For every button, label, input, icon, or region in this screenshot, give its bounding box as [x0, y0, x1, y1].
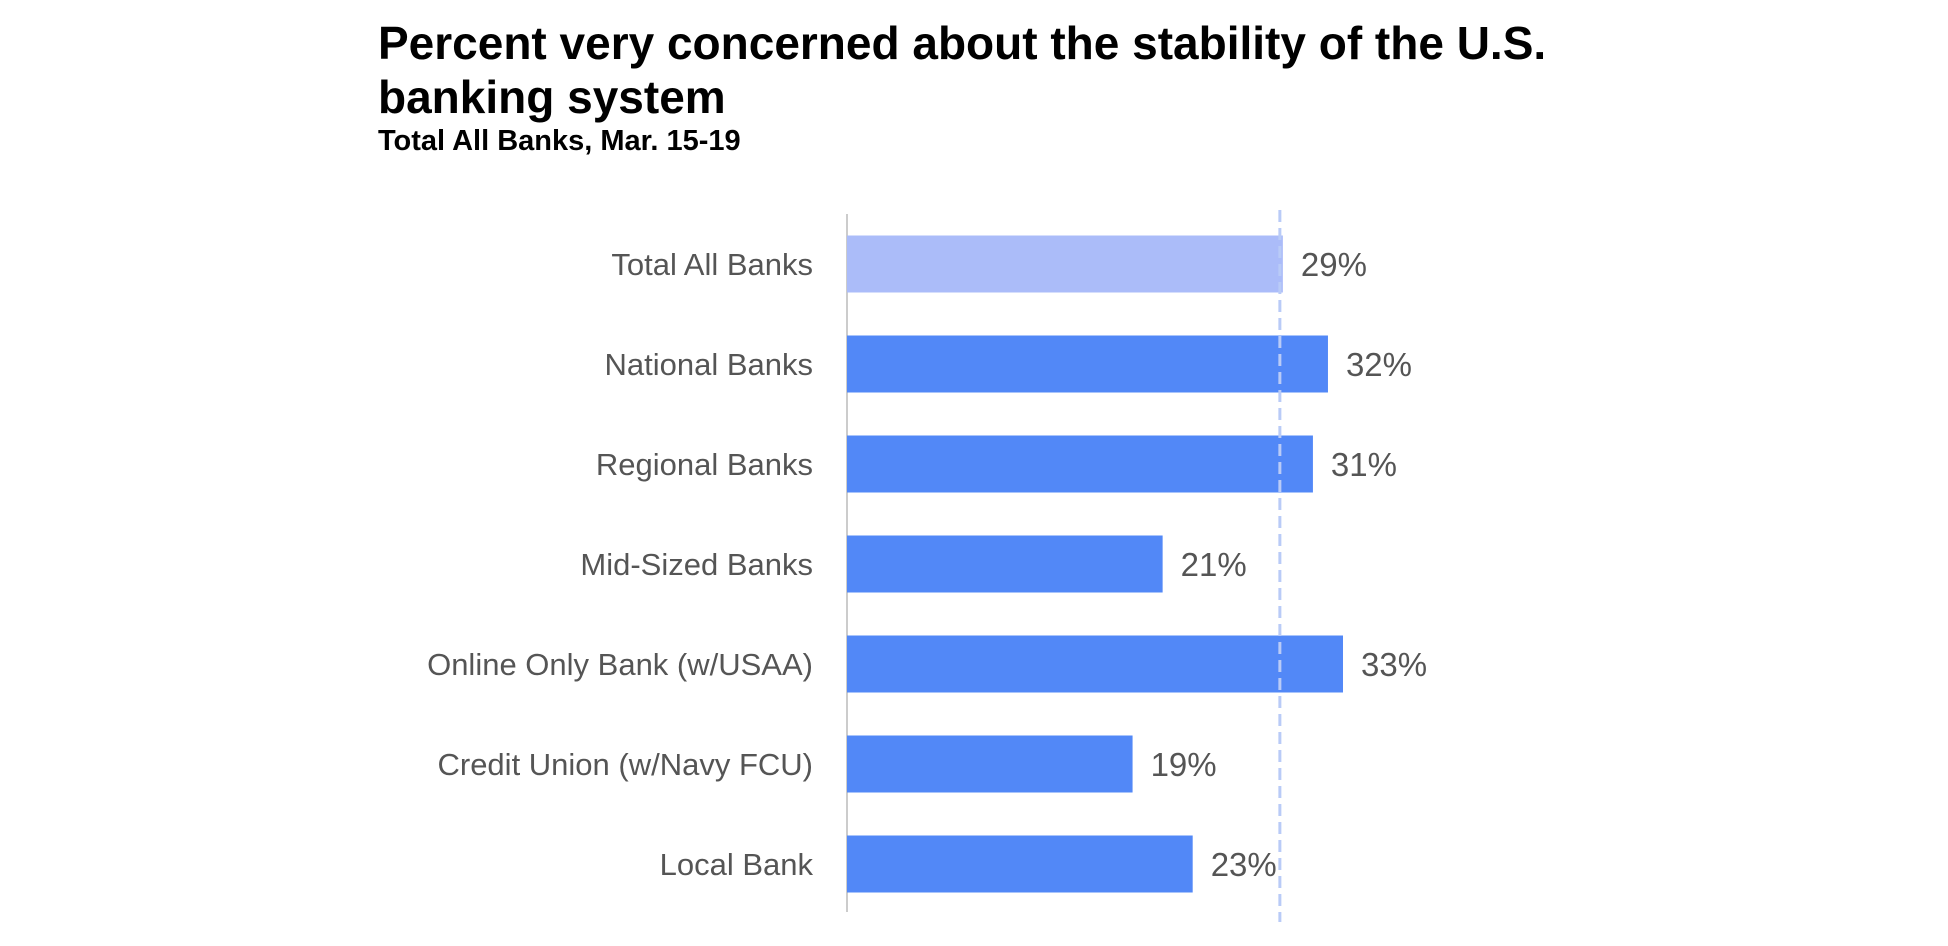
- category-label: Regional Banks: [596, 447, 813, 482]
- bar: [847, 735, 1133, 793]
- category-label: Credit Union (w/Navy FCU): [437, 747, 813, 782]
- category-label: Mid-Sized Banks: [580, 547, 813, 582]
- bar: [847, 335, 1328, 393]
- plot-area: Total All Banks 29% National Banks 32% Regio…: [427, 210, 1427, 922]
- category-label: National Banks: [604, 347, 813, 382]
- value-label: 21%: [1181, 546, 1247, 583]
- value-label: 31%: [1331, 446, 1397, 483]
- value-label: 33%: [1361, 646, 1427, 683]
- category-label: Local Bank: [660, 847, 814, 882]
- value-label: 29%: [1301, 246, 1367, 283]
- bar: [847, 235, 1283, 293]
- bar: [847, 535, 1163, 593]
- value-label: 32%: [1346, 346, 1412, 383]
- bar: [847, 635, 1343, 693]
- value-label: 19%: [1151, 746, 1217, 783]
- bar: [847, 835, 1193, 893]
- category-label: Online Only Bank (w/USAA): [427, 647, 813, 682]
- bar: [847, 435, 1313, 493]
- category-label: Total All Banks: [611, 247, 813, 282]
- chart-subtitle: Total All Banks, Mar. 15-19: [378, 125, 741, 157]
- value-label: 23%: [1211, 846, 1277, 883]
- chart-title: Percent very concerned about the stabili…: [378, 17, 1547, 123]
